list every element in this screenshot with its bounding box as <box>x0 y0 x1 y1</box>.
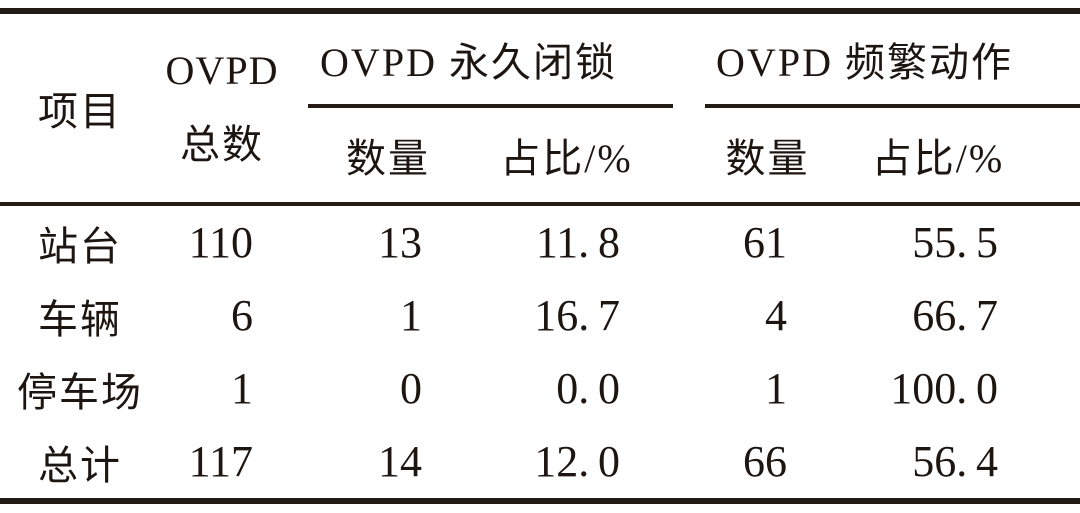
row-freq-pct-value: 66. 7 <box>912 291 998 340</box>
row-lock-pct-value: 11. 8 <box>535 218 620 267</box>
table-header-rule <box>0 202 1080 206</box>
row-freq-count-value: 1 <box>765 364 787 413</box>
row-freq-count-value: 66 <box>743 437 787 486</box>
header-lock-count: 数量 <box>346 136 430 181</box>
header-group-frequent-action: OVPD 频繁动作 <box>716 40 1013 85</box>
header-item: 项目 <box>38 89 122 134</box>
header-ovpd-total-line1: OVPD <box>165 48 279 93</box>
row-item-label: 停车场 <box>17 369 143 415</box>
header-freq-pct: 占比/% <box>871 136 1005 181</box>
row-lock-count-value: 13 <box>378 218 422 267</box>
row-freq-pct-value: 55. 5 <box>912 218 998 267</box>
row-lock-pct-value: 12. 0 <box>534 437 620 486</box>
row-freq-pct-value: 100. 0 <box>890 364 998 413</box>
header-ovpd-total-line2: 总数 <box>180 122 264 167</box>
header-lock-pct: 占比/% <box>500 136 633 181</box>
row-item-label: 总计 <box>38 442 122 488</box>
row-lock-count-value: 14 <box>378 437 422 486</box>
row-freq-count-value: 4 <box>765 291 787 340</box>
row-total-value: 117 <box>188 437 253 486</box>
group-rule-permanent-lock <box>308 104 673 108</box>
table-top-rule <box>0 8 1080 14</box>
row-lock-count-value: 1 <box>400 291 422 340</box>
row-lock-pct-value: 16. 7 <box>534 291 620 340</box>
row-total-value: 110 <box>188 218 253 267</box>
row-total-value: 6 <box>231 291 253 340</box>
row-total-value: 1 <box>231 364 253 413</box>
row-item-label: 站台 <box>38 223 122 269</box>
row-item-label: 车辆 <box>38 296 122 342</box>
row-lock-pct-value: 0. 0 <box>556 364 620 413</box>
header-ovpd-total: OVPD 总数 <box>160 14 300 202</box>
header-freq-count: 数量 <box>725 136 810 181</box>
header-group-permanent-lock: OVPD 永久闭锁 <box>320 40 617 85</box>
row-lock-count-value: 0 <box>400 364 422 413</box>
group-rule-frequent-action <box>705 104 1080 108</box>
table-bottom-rule <box>0 498 1080 504</box>
row-freq-count-value: 61 <box>743 218 787 267</box>
row-freq-pct-value: 56. 4 <box>912 437 998 486</box>
